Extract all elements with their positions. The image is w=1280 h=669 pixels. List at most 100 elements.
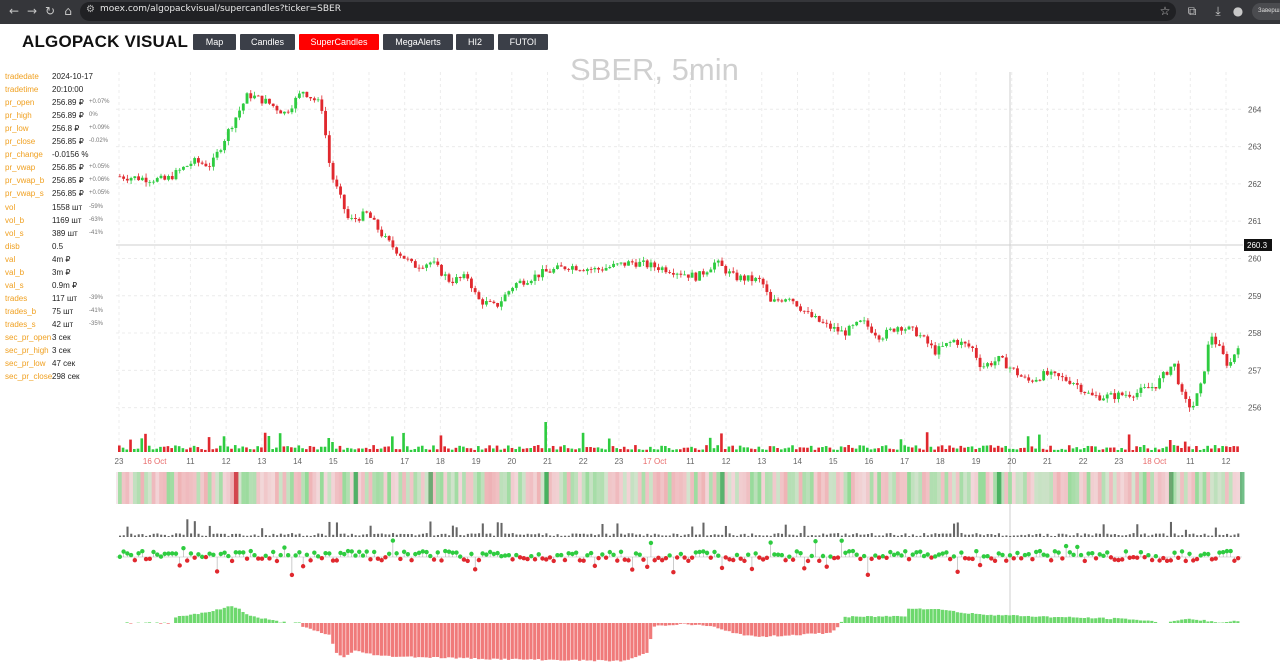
- profile-button[interactable]: Завершить: [1252, 3, 1280, 20]
- disbalance-dot: [573, 550, 579, 555]
- trades-bar: [743, 533, 746, 537]
- back-icon[interactable]: ←: [8, 4, 20, 18]
- home-icon[interactable]: ⌂: [64, 4, 72, 18]
- heat-strip-cell: [1109, 472, 1113, 504]
- delta-bar: [181, 615, 185, 623]
- disbalance-dot: [925, 552, 930, 557]
- heat-strip-cell: [1064, 472, 1068, 504]
- trades-bar: [231, 534, 234, 537]
- avatar[interactable]: ●: [1232, 4, 1244, 18]
- delta-bar: [450, 623, 455, 658]
- volume-bar: [278, 433, 282, 452]
- delta-bar: [809, 623, 814, 634]
- menu-map-button[interactable]: Map: [193, 34, 236, 50]
- volume-bar: [1120, 448, 1123, 452]
- candle-body: [537, 274, 541, 278]
- disbalance-dot: [749, 566, 755, 572]
- disbalance-dot: [357, 549, 362, 554]
- address-bar[interactable]: [80, 2, 1176, 21]
- heat-strip-cell: [174, 472, 178, 504]
- delta-bar: [1019, 616, 1023, 623]
- candle-body: [193, 158, 197, 164]
- bookmark-star-icon[interactable]: ☆: [1159, 4, 1171, 18]
- reload-icon[interactable]: ↻: [44, 4, 56, 18]
- trades-bar: [246, 535, 249, 537]
- trades-bar: [227, 535, 230, 537]
- trades-bar: [175, 533, 178, 537]
- disbalance-dot: [618, 549, 624, 554]
- delta-bar: [798, 623, 802, 636]
- disbalance-dot: [312, 550, 317, 555]
- candle-body: [196, 158, 200, 163]
- volume-bar: [177, 446, 181, 452]
- delta-bar: [989, 614, 993, 623]
- trades-bar: [1020, 534, 1023, 537]
- info-value: 256.8 ₽: [52, 124, 80, 134]
- candle-body: [230, 127, 234, 130]
- heat-strip-cell: [708, 472, 713, 504]
- delta-bar: [918, 608, 922, 623]
- delta-bar: [929, 609, 933, 623]
- delta-bar: [1172, 620, 1176, 623]
- volume-bar: [338, 445, 342, 452]
- disbalance-dot: [237, 550, 242, 555]
- volume-bar: [592, 447, 596, 452]
- menu-supercandles-button[interactable]: SuperCandles: [299, 34, 379, 50]
- heat-strip-cell: [738, 472, 743, 504]
- app-logo[interactable]: ALGOPACK VISUAL: [22, 32, 189, 51]
- trades-bar: [586, 534, 589, 537]
- disbalance-dot: [622, 557, 627, 562]
- info-value: 256.85 ₽: [52, 176, 84, 186]
- delta-bar: [1008, 615, 1012, 623]
- volume-bar: [218, 445, 222, 452]
- disbalance-dot: [555, 553, 560, 558]
- address-text[interactable]: moex.com/algopackvisual/supercandles?tic…: [100, 4, 341, 14]
- delta-bar: [1082, 618, 1087, 623]
- delta-bar: [327, 623, 331, 635]
- delta-bar: [589, 623, 593, 661]
- delta-bar: [540, 623, 544, 661]
- candle-body: [1045, 371, 1049, 375]
- volume-bar: [353, 449, 357, 452]
- volume-bar: [536, 445, 540, 452]
- candle-body: [1049, 371, 1053, 375]
- delta-bar: [735, 623, 739, 634]
- volume-bar: [118, 445, 121, 452]
- trades-bar: [1102, 524, 1105, 537]
- candle-body: [600, 269, 604, 271]
- trades-bar: [522, 534, 525, 537]
- info-row: pr_vwap_s 256.85 ₽ +0.05%: [5, 189, 117, 201]
- menu-megaalerts-button[interactable]: MegaAlerts: [383, 34, 453, 50]
- delta-bar: [275, 620, 279, 623]
- trades-bar: [302, 535, 305, 537]
- disbalance-dot: [364, 549, 369, 554]
- delta-bar: [555, 623, 559, 660]
- delta-bar: [619, 623, 623, 662]
- forward-icon[interactable]: →: [26, 4, 38, 18]
- volume-bar: [761, 449, 764, 452]
- volume-bar: [779, 449, 783, 452]
- candle-body: [466, 274, 470, 279]
- trades-bar: [429, 521, 432, 537]
- extensions-icon[interactable]: ⧉: [1187, 4, 1197, 18]
- heat-strip-cell: [510, 472, 515, 504]
- volume-bar: [884, 445, 888, 452]
- disbalance-dot: [226, 553, 231, 559]
- site-info-icon[interactable]: ⚙: [86, 4, 95, 15]
- trades-bar: [721, 534, 724, 537]
- menu-futoi-button[interactable]: FUTOI: [498, 34, 548, 50]
- menu-hi2-button[interactable]: HI2: [456, 34, 494, 50]
- heat-strip-cell: [211, 472, 216, 504]
- trades-bar: [803, 525, 806, 537]
- candle-body: [866, 320, 870, 327]
- volume-bar: [809, 445, 813, 452]
- info-key: sec_pr_high: [5, 346, 49, 356]
- download-icon[interactable]: ⤓: [1215, 4, 1221, 18]
- volume-bar: [166, 446, 170, 452]
- menu-candles-button[interactable]: Candles: [240, 34, 295, 50]
- delta-bar: [794, 623, 799, 636]
- heat-strip-cell: [465, 472, 470, 504]
- delta-bar: [376, 623, 380, 656]
- disbalance-dot: [603, 555, 609, 560]
